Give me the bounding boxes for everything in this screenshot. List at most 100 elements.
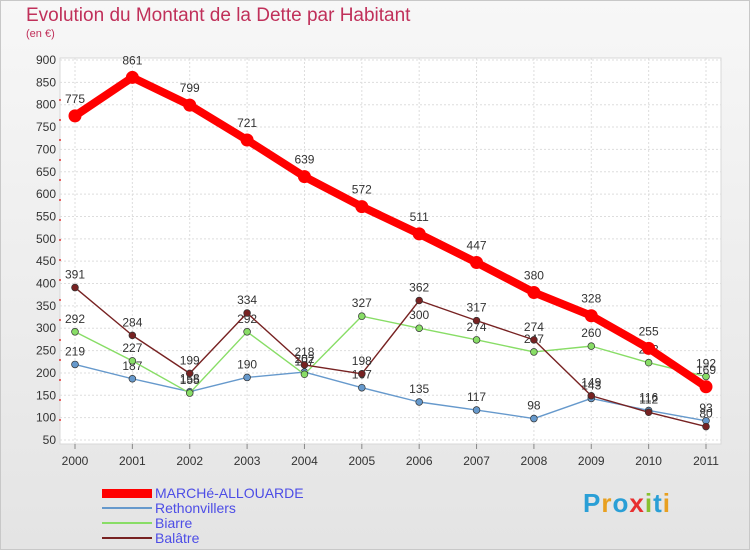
data-label: 292 [65, 312, 85, 326]
data-point [470, 256, 484, 270]
data-label: 198 [352, 354, 372, 368]
data-label: 274 [524, 320, 544, 334]
x-tick-label: 2011 [693, 454, 719, 468]
data-point [71, 328, 79, 336]
data-label: 380 [524, 268, 544, 282]
data-label: 116 [639, 390, 658, 404]
data-point [472, 336, 481, 344]
y-tick-label: 650 [36, 165, 56, 179]
data-label: 511 [410, 210, 429, 224]
data-point [472, 406, 481, 414]
y-tick-label: 100 [36, 411, 56, 425]
data-label: 143 [581, 378, 601, 392]
data-point [415, 398, 423, 406]
data-label: 572 [352, 183, 372, 197]
axis-dot [59, 199, 61, 201]
data-point [644, 358, 653, 367]
axis-dot [59, 179, 61, 181]
data-point [415, 324, 423, 332]
data-label: 334 [237, 293, 257, 307]
x-tick-label: 2000 [62, 454, 89, 468]
data-point [240, 133, 254, 147]
x-tick-label: 2006 [406, 454, 433, 468]
data-point [527, 285, 541, 299]
data-point [472, 316, 481, 325]
data-point [128, 357, 137, 365]
data-label: 328 [581, 292, 601, 306]
legend-label: Rethonvillers [155, 500, 236, 516]
x-tick-label: 2003 [234, 454, 261, 468]
data-point [530, 336, 538, 344]
x-tick-label: 2007 [463, 454, 490, 468]
data-label: 300 [409, 308, 429, 322]
series-line-3 [74, 286, 707, 428]
data-point [185, 369, 194, 378]
chart-unit: (en €) [26, 28, 55, 40]
data-point [243, 373, 251, 382]
data-label: 447 [467, 239, 487, 253]
data-label: 274 [467, 320, 487, 334]
data-point [530, 414, 538, 423]
data-label: 391 [65, 268, 85, 282]
legend-swatch [102, 537, 152, 539]
data-point [642, 341, 656, 355]
data-label: 292 [237, 312, 257, 326]
data-point [702, 422, 710, 431]
x-tick-label: 2009 [578, 454, 605, 468]
data-label: 284 [122, 315, 142, 329]
axis-dot [59, 339, 61, 341]
data-point [128, 331, 137, 340]
data-point [128, 375, 137, 383]
y-tick-label: 150 [36, 388, 56, 402]
y-tick-label: 400 [36, 277, 56, 291]
axis-dot [59, 399, 61, 401]
data-label: 93 [699, 401, 713, 415]
y-tick-label: 750 [36, 120, 56, 134]
data-label: 721 [237, 116, 257, 130]
axis-dot [59, 259, 61, 261]
legend-label: Biarre [155, 515, 193, 531]
series-line-1 [74, 363, 707, 422]
data-point [125, 70, 139, 84]
x-tick-label: 2004 [291, 454, 318, 468]
y-tick-label: 900 [36, 53, 56, 67]
plot-area [59, 57, 722, 445]
data-label: 169 [696, 363, 716, 377]
y-tick-label: 250 [36, 344, 56, 358]
axis-dot [59, 159, 61, 161]
data-label: 255 [639, 324, 659, 338]
y-tick-label: 200 [36, 366, 56, 380]
data-point [412, 227, 426, 241]
axis-dot [59, 359, 61, 361]
y-tick-label: 600 [36, 187, 56, 201]
data-point [300, 361, 309, 369]
data-label: 227 [122, 341, 142, 355]
data-point [358, 370, 366, 378]
data-point [185, 389, 194, 397]
data-point [71, 360, 79, 369]
data-point [358, 312, 366, 320]
data-point [71, 283, 79, 292]
y-tick-label: 450 [36, 254, 56, 268]
data-label: 98 [527, 399, 541, 413]
data-label: 199 [180, 353, 200, 367]
axis-dot [59, 219, 61, 221]
y-tick-label: 850 [36, 75, 56, 89]
data-label: 202 [294, 352, 314, 366]
data-point [183, 98, 197, 112]
data-label: 218 [294, 345, 314, 359]
chart-title: Evolution du Montant de la Dette par Hab… [26, 5, 411, 26]
data-point [587, 391, 596, 400]
data-point [358, 383, 366, 392]
axis-dot [59, 299, 61, 301]
data-label: 80 [699, 407, 713, 421]
legend-label: Balâtre [155, 530, 200, 546]
x-tick-label: 2005 [348, 454, 375, 468]
y-tick-label: 700 [36, 142, 56, 156]
legend-swatch [102, 507, 152, 509]
data-point [300, 370, 309, 379]
data-point [355, 200, 369, 214]
data-label: 192 [696, 357, 716, 371]
data-label: 317 [467, 301, 487, 315]
